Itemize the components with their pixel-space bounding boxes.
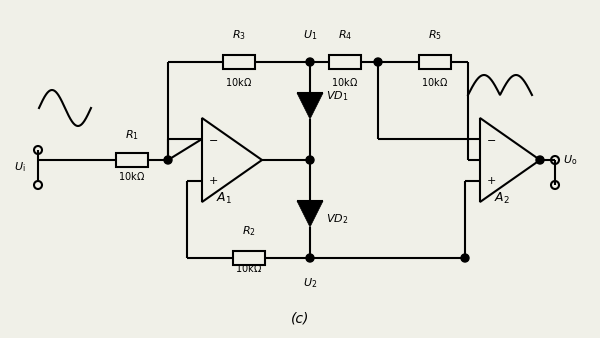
Text: $U_2$: $U_2$ — [303, 276, 317, 290]
Circle shape — [461, 254, 469, 262]
Bar — [233, 251, 265, 265]
Text: $+$: $+$ — [486, 175, 496, 187]
Text: $10{\rm k}\Omega$: $10{\rm k}\Omega$ — [235, 262, 262, 274]
Text: $A_1$: $A_1$ — [216, 191, 232, 206]
Text: $VD_1$: $VD_1$ — [326, 89, 349, 103]
Circle shape — [536, 156, 544, 164]
Circle shape — [164, 156, 172, 164]
Bar — [419, 55, 451, 69]
Text: $10{\rm k}\Omega$: $10{\rm k}\Omega$ — [421, 76, 449, 88]
Polygon shape — [297, 201, 323, 227]
Text: (c): (c) — [291, 311, 309, 325]
Circle shape — [306, 58, 314, 66]
Bar — [329, 55, 361, 69]
Text: $-$: $-$ — [486, 134, 496, 144]
Bar — [223, 55, 255, 69]
Text: $R_1$: $R_1$ — [125, 128, 139, 142]
Circle shape — [306, 156, 314, 164]
Text: $R_4$: $R_4$ — [338, 28, 352, 42]
Text: $R_2$: $R_2$ — [242, 224, 256, 238]
Text: $10{\rm k}\Omega$: $10{\rm k}\Omega$ — [226, 76, 253, 88]
Text: $U_{\rm o}$: $U_{\rm o}$ — [563, 153, 577, 167]
Text: $-$: $-$ — [208, 134, 218, 144]
Text: $VD_2$: $VD_2$ — [326, 212, 349, 226]
Text: $A_2$: $A_2$ — [494, 191, 510, 206]
Circle shape — [306, 254, 314, 262]
Text: $10{\rm k}\Omega$: $10{\rm k}\Omega$ — [331, 76, 359, 88]
Text: $R_5$: $R_5$ — [428, 28, 442, 42]
Text: $10{\rm k}\Omega$: $10{\rm k}\Omega$ — [118, 170, 145, 182]
Text: $+$: $+$ — [208, 175, 218, 187]
Polygon shape — [480, 118, 540, 202]
Polygon shape — [297, 93, 323, 119]
Text: $U_{\rm i}$: $U_{\rm i}$ — [14, 160, 26, 174]
Polygon shape — [202, 118, 262, 202]
Text: $R_3$: $R_3$ — [232, 28, 246, 42]
Bar — [115, 153, 148, 167]
Circle shape — [374, 58, 382, 66]
Text: $U_1$: $U_1$ — [303, 28, 317, 42]
